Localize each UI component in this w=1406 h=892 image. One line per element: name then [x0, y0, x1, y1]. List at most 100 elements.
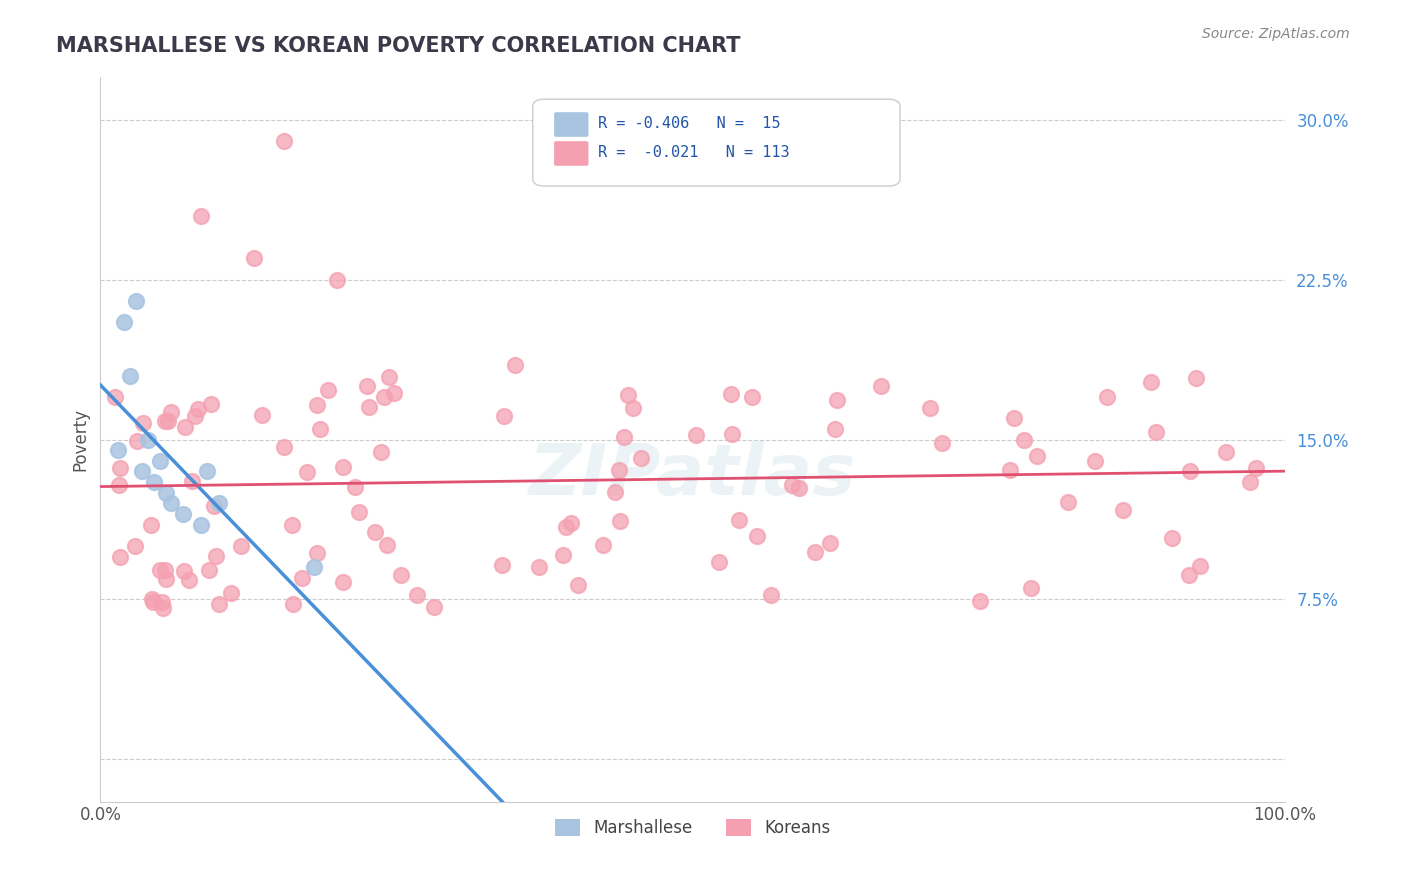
- Point: [281, 518, 304, 533]
- Point: [422, 600, 444, 615]
- Point: [1177, 568, 1199, 582]
- Point: [291, 571, 314, 585]
- Text: R = -0.406   N =  15: R = -0.406 N = 15: [598, 116, 780, 130]
- Point: [141, 592, 163, 607]
- Point: [720, 386, 742, 401]
- Point: [149, 563, 172, 577]
- Point: [305, 546, 328, 560]
- Point: [503, 358, 526, 372]
- Point: [229, 539, 252, 553]
- Point: [332, 460, 354, 475]
- Point: [179, 573, 201, 587]
- Point: [153, 414, 176, 428]
- Point: [609, 514, 631, 528]
- Point: [160, 496, 183, 510]
- Point: [1215, 445, 1237, 459]
- Point: [820, 535, 842, 549]
- Text: MARSHALLESE VS KOREAN POVERTY CORRELATION CHART: MARSHALLESE VS KOREAN POVERTY CORRELATIO…: [56, 36, 741, 55]
- Point: [302, 560, 325, 574]
- Point: [150, 594, 173, 608]
- Point: [617, 387, 640, 401]
- Point: [1025, 449, 1047, 463]
- Point: [132, 416, 155, 430]
- Point: [155, 563, 177, 577]
- Point: [149, 454, 172, 468]
- Point: [208, 597, 231, 611]
- Point: [273, 440, 295, 454]
- Point: [623, 401, 645, 415]
- Point: [112, 315, 135, 329]
- Point: [124, 539, 146, 553]
- Point: [709, 555, 731, 569]
- Point: [343, 480, 366, 494]
- Point: [685, 428, 707, 442]
- Point: [200, 397, 222, 411]
- Point: [108, 550, 131, 565]
- Point: [273, 134, 295, 148]
- Point: [494, 409, 516, 423]
- Point: [173, 419, 195, 434]
- Point: [613, 430, 636, 444]
- Point: [727, 513, 749, 527]
- Point: [1112, 503, 1135, 517]
- Point: [1097, 390, 1119, 404]
- Point: [307, 399, 329, 413]
- Point: [827, 393, 849, 408]
- Point: [155, 485, 177, 500]
- Point: [747, 528, 769, 542]
- Point: [198, 564, 221, 578]
- Point: [1002, 411, 1025, 425]
- Point: [741, 390, 763, 404]
- Point: [824, 422, 846, 436]
- Point: [108, 478, 131, 492]
- Point: [195, 465, 218, 479]
- Point: [181, 474, 204, 488]
- Point: [603, 485, 626, 500]
- Point: [931, 436, 953, 450]
- Point: [136, 433, 159, 447]
- Point: [1084, 454, 1107, 468]
- Point: [142, 475, 165, 489]
- FancyBboxPatch shape: [533, 99, 900, 186]
- Point: [592, 538, 614, 552]
- Point: [1244, 461, 1267, 475]
- Point: [283, 598, 305, 612]
- Point: [316, 383, 339, 397]
- Point: [107, 443, 129, 458]
- Point: [1014, 433, 1036, 447]
- FancyBboxPatch shape: [554, 112, 589, 136]
- Point: [630, 450, 652, 465]
- Point: [609, 463, 631, 477]
- Point: [131, 465, 153, 479]
- Point: [309, 422, 332, 436]
- Point: [551, 549, 574, 563]
- Point: [142, 595, 165, 609]
- Point: [918, 401, 941, 415]
- Point: [1056, 494, 1078, 508]
- Point: [759, 589, 782, 603]
- FancyBboxPatch shape: [554, 141, 589, 166]
- Point: [803, 545, 825, 559]
- Point: [1140, 375, 1163, 389]
- Point: [187, 402, 209, 417]
- Point: [326, 273, 349, 287]
- Point: [159, 405, 181, 419]
- Point: [1000, 463, 1022, 477]
- Point: [1160, 531, 1182, 545]
- Point: [1180, 465, 1202, 479]
- Point: [125, 434, 148, 449]
- Point: [332, 574, 354, 589]
- Point: [375, 538, 398, 552]
- Point: [721, 426, 744, 441]
- Point: [870, 379, 893, 393]
- Point: [173, 564, 195, 578]
- Point: [156, 414, 179, 428]
- Point: [1189, 558, 1212, 573]
- Point: [406, 588, 429, 602]
- Point: [378, 370, 401, 384]
- Point: [787, 481, 810, 495]
- Point: [205, 549, 228, 563]
- Legend: Marshallese, Koreans: Marshallese, Koreans: [548, 813, 837, 844]
- Point: [384, 385, 406, 400]
- Point: [208, 496, 231, 510]
